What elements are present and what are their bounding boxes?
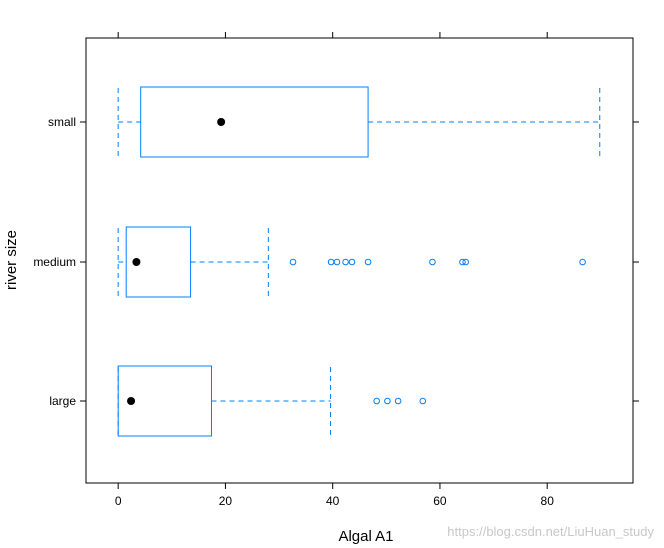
median-dot — [132, 258, 141, 266]
y-axis-title: river size — [3, 230, 20, 290]
group-small: small — [48, 86, 639, 158]
group-large: large — [49, 365, 639, 437]
outlier-point — [333, 258, 341, 266]
watermark: https://blog.csdn.net/LiuHuan_study — [447, 524, 654, 539]
outlier-point — [364, 258, 372, 266]
iqr-box — [125, 226, 192, 298]
outlier-point — [384, 397, 391, 405]
outlier-point — [327, 258, 335, 266]
x-tick-label: 20 — [219, 494, 233, 508]
iqr-box — [140, 86, 369, 158]
outlier-point — [373, 397, 380, 405]
x-tick-label: 60 — [433, 494, 447, 508]
outlier-point — [462, 258, 469, 266]
outlier-point — [289, 258, 297, 266]
outlier-point — [348, 258, 356, 266]
outlier-point — [342, 258, 349, 266]
x-tick-label: 0 — [115, 494, 122, 508]
median-dot — [127, 397, 136, 405]
outlier-point — [429, 258, 436, 266]
y-tick-label: small — [48, 115, 76, 129]
x-tick-label: 80 — [541, 494, 555, 508]
outlier-point — [459, 258, 466, 266]
x-axis-title: Algal A1 — [338, 528, 393, 545]
outlier-point — [579, 258, 586, 266]
group-medium: medium — [33, 226, 639, 298]
y-tick-label: medium — [33, 255, 76, 269]
outlier-point — [394, 397, 402, 405]
iqr-box — [117, 365, 212, 437]
outlier-point — [419, 397, 427, 405]
plot-frame — [85, 37, 634, 484]
y-tick-label: large — [49, 394, 76, 408]
x-tick-label: 40 — [326, 494, 340, 508]
median-dot — [217, 118, 226, 126]
